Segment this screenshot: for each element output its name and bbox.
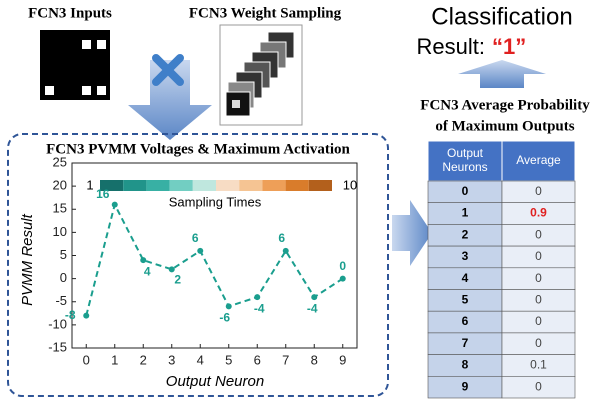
average-value: 0	[535, 336, 542, 350]
y-axis-label: PVMM Result	[19, 213, 36, 306]
x-axis-label: Output Neuron	[166, 373, 264, 390]
data-point	[311, 294, 318, 301]
y-tick-label: -15	[48, 339, 67, 354]
x-tick-label: 3	[168, 352, 175, 367]
y-tick-label: 20	[53, 178, 67, 193]
neuron-label: 7	[462, 336, 469, 350]
cross-icon	[152, 54, 184, 86]
y-tick-label: -10	[48, 316, 67, 331]
neuron-label: 2	[462, 227, 469, 241]
average-value: 0	[535, 271, 542, 285]
data-label: 2	[174, 273, 181, 287]
average-value: 0	[535, 227, 542, 241]
x-tick-label: 0	[83, 352, 90, 367]
table-title: FCN3 Average Probability	[420, 97, 590, 113]
inputs-title: FCN3 Inputs	[28, 5, 112, 21]
x-tick-label: 4	[197, 352, 204, 367]
right-arrow	[392, 200, 432, 266]
colorbar-swatch	[216, 180, 240, 191]
average-value: 0	[535, 249, 542, 263]
data-label: 6	[192, 231, 199, 245]
data-point	[168, 266, 175, 273]
colorbar-swatch	[308, 180, 332, 191]
neuron-label: 1	[462, 206, 469, 220]
neuron-label: 8	[462, 358, 469, 372]
table-title: of Maximum Outputs	[435, 118, 574, 134]
data-label: 6	[278, 231, 285, 245]
neuron-label: 0	[462, 184, 469, 198]
colorbar-swatch	[285, 180, 309, 191]
classification-label: Classification	[431, 3, 572, 30]
result-value: “1”	[492, 34, 526, 59]
data-point	[254, 294, 261, 301]
x-tick-label: 8	[311, 352, 318, 367]
colorbar-swatch	[239, 180, 263, 191]
data-label: 4	[144, 264, 151, 278]
y-tick-label: 25	[53, 154, 67, 169]
x-tick-label: 1	[111, 352, 118, 367]
colorbar-swatch	[146, 180, 170, 191]
neuron-label: 4	[462, 271, 469, 285]
x-tick-label: 6	[254, 352, 261, 367]
x-tick-label: 2	[140, 352, 147, 367]
y-tick-label: 0	[60, 270, 67, 285]
data-point	[111, 201, 118, 208]
colorbar-min: 1	[86, 177, 93, 192]
colorbar-swatch	[192, 180, 216, 191]
table-cell	[501, 375, 576, 399]
table-header: Average	[516, 153, 561, 167]
neuron-label: 9	[462, 379, 469, 393]
colorbar-swatch	[169, 180, 193, 191]
y-tick-label: 10	[53, 224, 67, 239]
data-label: -6	[219, 311, 230, 325]
data-point	[339, 275, 346, 282]
average-value: 0	[535, 314, 542, 328]
x-tick-label: 9	[339, 352, 346, 367]
x-tick-label: 5	[225, 352, 232, 367]
table-header: Output Neurons	[442, 146, 487, 174]
input-image	[40, 30, 110, 100]
data-point	[225, 303, 232, 310]
data-label: -4	[307, 301, 318, 315]
data-point	[83, 312, 90, 319]
panel-frame	[7, 133, 389, 397]
data-label: 0	[339, 259, 346, 273]
data-label: -4	[254, 301, 265, 315]
data-label: -8	[65, 308, 76, 322]
weight-images	[219, 24, 303, 126]
data-label: 16	[96, 187, 110, 201]
y-tick-label: 5	[60, 247, 67, 262]
result-label: Result:	[417, 34, 485, 59]
weight-sampling-title: FCN3 Weight Sampling	[189, 5, 342, 21]
x-tick-label: 7	[282, 352, 289, 367]
up-arrow	[458, 60, 546, 88]
average-value: 0	[535, 379, 542, 393]
data-point	[140, 257, 147, 264]
y-tick-label: 15	[53, 201, 67, 216]
colorbar-title: Sampling Times	[169, 194, 262, 209]
down-arrow	[128, 60, 212, 140]
colorbar-swatch	[100, 180, 124, 191]
data-line	[85, 201, 344, 316]
data-point	[282, 247, 289, 254]
neuron-label: 5	[462, 293, 469, 307]
data-point	[197, 247, 204, 254]
y-tick-label: -5	[55, 293, 67, 308]
average-value: 0	[535, 293, 542, 307]
neuron-label: 3	[462, 249, 469, 263]
average-value: 0	[535, 184, 542, 198]
average-value: 0.9	[530, 206, 547, 220]
colorbar-swatch	[262, 180, 286, 191]
neuron-label: 6	[462, 314, 469, 328]
panel-title: FCN3 PVMM Voltages & Maximum Activation	[46, 141, 350, 157]
colorbar-max: 10	[343, 177, 357, 192]
average-value: 0.1	[530, 358, 547, 372]
colorbar-swatch	[123, 180, 147, 191]
